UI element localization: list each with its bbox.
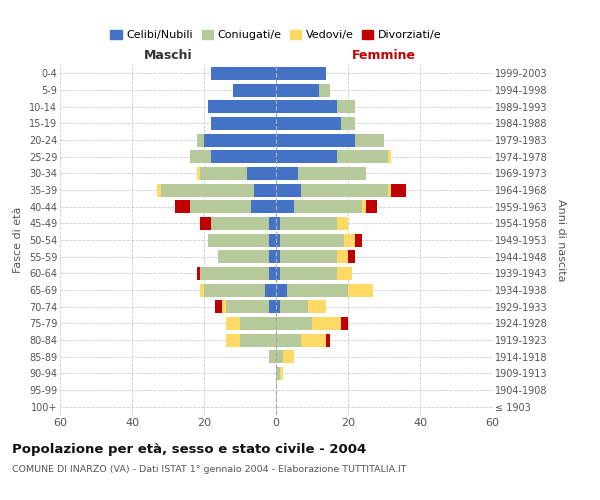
Bar	[200, 284, 204, 296]
Bar	[200, 167, 247, 180]
Bar	[247, 167, 276, 180]
Bar	[301, 334, 326, 346]
Bar	[269, 300, 276, 313]
Bar	[388, 150, 391, 163]
Bar	[341, 317, 348, 330]
Bar	[157, 184, 161, 196]
Bar	[276, 84, 319, 96]
Bar	[269, 217, 276, 230]
Bar	[344, 234, 355, 246]
Bar	[269, 350, 276, 363]
Bar	[276, 217, 280, 230]
Bar	[319, 84, 330, 96]
Bar	[280, 234, 344, 246]
Bar	[326, 334, 330, 346]
Bar	[276, 134, 355, 146]
Bar	[312, 317, 341, 330]
Bar	[200, 267, 269, 280]
Bar	[204, 134, 276, 146]
Bar	[355, 134, 384, 146]
Text: COMUNE DI INARZO (VA) - Dati ISTAT 1° gennaio 2004 - Elaborazione TUTTITALIA.IT: COMUNE DI INARZO (VA) - Dati ISTAT 1° ge…	[12, 466, 407, 474]
Bar	[276, 184, 301, 196]
Bar	[276, 317, 312, 330]
Bar	[226, 334, 240, 346]
Bar	[276, 167, 298, 180]
Bar	[276, 250, 280, 263]
Bar	[254, 184, 276, 196]
Bar	[175, 200, 190, 213]
Bar	[265, 284, 276, 296]
Bar	[280, 217, 337, 230]
Bar	[355, 234, 362, 246]
Bar	[211, 117, 276, 130]
Bar	[337, 217, 348, 230]
Bar	[215, 300, 222, 313]
Bar	[276, 234, 280, 246]
Bar	[200, 217, 211, 230]
Bar	[276, 334, 301, 346]
Bar	[280, 267, 337, 280]
Bar	[341, 117, 355, 130]
Bar	[208, 234, 269, 246]
Bar	[276, 100, 337, 113]
Bar	[276, 284, 287, 296]
Bar	[211, 150, 276, 163]
Bar	[161, 184, 254, 196]
Bar	[218, 250, 269, 263]
Y-axis label: Fasce di età: Fasce di età	[13, 207, 23, 273]
Bar	[366, 200, 377, 213]
Bar	[337, 150, 388, 163]
Text: Popolazione per età, sesso e stato civile - 2004: Popolazione per età, sesso e stato civil…	[12, 442, 366, 456]
Bar	[388, 184, 391, 196]
Bar	[362, 200, 366, 213]
Bar	[287, 284, 348, 296]
Bar	[283, 350, 294, 363]
Bar	[226, 317, 240, 330]
Y-axis label: Anni di nascita: Anni di nascita	[556, 198, 566, 281]
Bar	[337, 100, 355, 113]
Bar	[197, 134, 204, 146]
Bar	[348, 250, 355, 263]
Bar	[276, 150, 337, 163]
Bar	[251, 200, 276, 213]
Bar	[337, 250, 348, 263]
Bar	[276, 300, 280, 313]
Bar	[190, 150, 211, 163]
Bar	[197, 167, 200, 180]
Bar	[294, 200, 362, 213]
Bar	[298, 167, 366, 180]
Bar	[204, 284, 265, 296]
Bar	[391, 184, 406, 196]
Bar	[301, 184, 388, 196]
Bar	[240, 334, 276, 346]
Bar	[222, 300, 226, 313]
Bar	[308, 300, 326, 313]
Legend: Celibi/Nubili, Coniugati/e, Vedovi/e, Divorziati/e: Celibi/Nubili, Coniugati/e, Vedovi/e, Di…	[106, 25, 446, 44]
Bar	[269, 267, 276, 280]
Bar	[276, 67, 326, 80]
Bar	[226, 300, 269, 313]
Bar	[211, 67, 276, 80]
Bar	[276, 367, 280, 380]
Bar	[280, 300, 308, 313]
Bar	[197, 267, 200, 280]
Bar	[276, 350, 283, 363]
Bar	[276, 200, 294, 213]
Bar	[348, 284, 373, 296]
Bar	[280, 250, 337, 263]
Text: Femmine: Femmine	[352, 48, 416, 62]
Bar	[337, 267, 352, 280]
Bar	[211, 217, 269, 230]
Bar	[233, 84, 276, 96]
Bar	[269, 250, 276, 263]
Bar	[276, 267, 280, 280]
Bar	[269, 234, 276, 246]
Bar	[280, 367, 283, 380]
Text: Maschi: Maschi	[143, 48, 193, 62]
Bar	[190, 200, 251, 213]
Bar	[208, 100, 276, 113]
Bar	[240, 317, 276, 330]
Bar	[276, 117, 341, 130]
